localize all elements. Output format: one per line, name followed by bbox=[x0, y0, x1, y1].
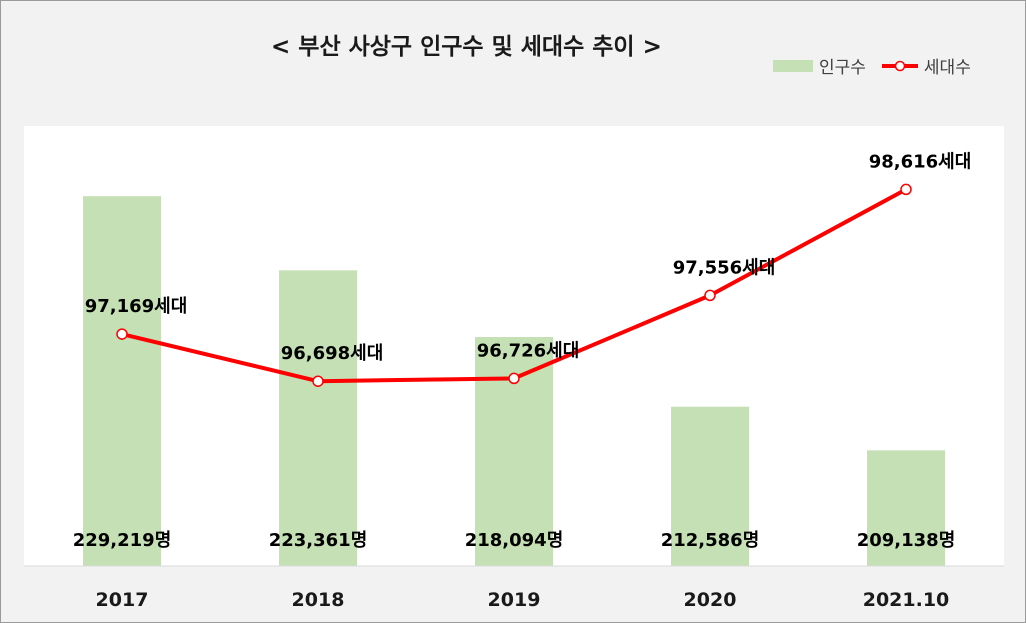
households-label-2021.10: 98,616세대 bbox=[869, 151, 972, 172]
population-label-2018: 223,361명 bbox=[269, 530, 368, 551]
category-label-2021.10: 2021.10 bbox=[863, 589, 950, 611]
category-label-2018: 2018 bbox=[292, 589, 345, 611]
bar-2018 bbox=[279, 270, 357, 566]
households-point-2018 bbox=[312, 375, 324, 387]
category-label-2019: 2019 bbox=[488, 589, 541, 611]
population-label-2021.10: 209,138명 bbox=[857, 530, 956, 551]
bar-2020 bbox=[671, 406, 749, 566]
category-label-2020: 2020 bbox=[684, 589, 737, 611]
households-point-2021.10 bbox=[900, 183, 912, 196]
legend-label-households: 세대수 bbox=[923, 58, 971, 78]
category-label-2017: 2017 bbox=[96, 589, 149, 611]
chart-title: < 부산 사상구 인구수 및 세대수 추이 > bbox=[271, 34, 662, 60]
households-label-2019: 96,726세대 bbox=[477, 340, 580, 361]
population-label-2020: 212,586명 bbox=[661, 530, 760, 551]
households-label-2020: 97,556세대 bbox=[673, 257, 776, 278]
households-point-2019 bbox=[508, 372, 520, 385]
households-label-2018: 96,698세대 bbox=[281, 343, 384, 364]
households-point-2017 bbox=[116, 328, 128, 340]
legend-line-swatch bbox=[881, 60, 918, 71]
legend: 인구수 세대수 bbox=[773, 53, 971, 78]
legend-label-population: 인구수 bbox=[819, 58, 866, 78]
households-point-2020 bbox=[704, 289, 716, 302]
population-label-2017: 229,219명 bbox=[73, 530, 172, 551]
population-label-2019: 218,094명 bbox=[465, 530, 564, 551]
bar-2021.10 bbox=[867, 450, 945, 566]
legend-item-households: 세대수 bbox=[866, 53, 971, 78]
households-label-2017: 97,169세대 bbox=[85, 296, 188, 317]
legend-item-population: 인구수 bbox=[773, 53, 866, 78]
legend-bar-swatch bbox=[773, 59, 813, 72]
bar-2017 bbox=[83, 196, 161, 567]
